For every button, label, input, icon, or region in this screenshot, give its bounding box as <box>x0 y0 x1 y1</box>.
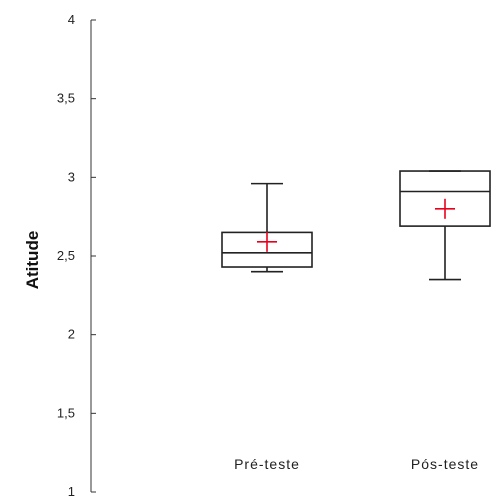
x-category-labels: Pré-teste Pós-teste <box>234 456 479 472</box>
y-tick-label: 2 <box>68 327 75 342</box>
y-tick-label: 2,5 <box>57 248 75 263</box>
box-pos-teste <box>399 170 491 281</box>
box-pre-teste <box>221 182 313 273</box>
y-tick-label: 1,5 <box>57 405 75 420</box>
x-category-label: Pré-teste <box>234 456 300 472</box>
box-series <box>221 170 491 281</box>
y-tick-label: 3,5 <box>57 91 75 106</box>
y-tick-label: 4 <box>68 12 75 27</box>
x-category-label: Pós-teste <box>411 456 479 472</box>
iqr-box <box>399 170 491 227</box>
y-tick-label: 1 <box>68 484 75 499</box>
y-axis-ticks: 1 1,5 2 2,5 3 3,5 4 <box>57 12 96 499</box>
y-tick-label: 3 <box>68 169 75 184</box>
y-axis-label: Atitude <box>23 231 42 290</box>
